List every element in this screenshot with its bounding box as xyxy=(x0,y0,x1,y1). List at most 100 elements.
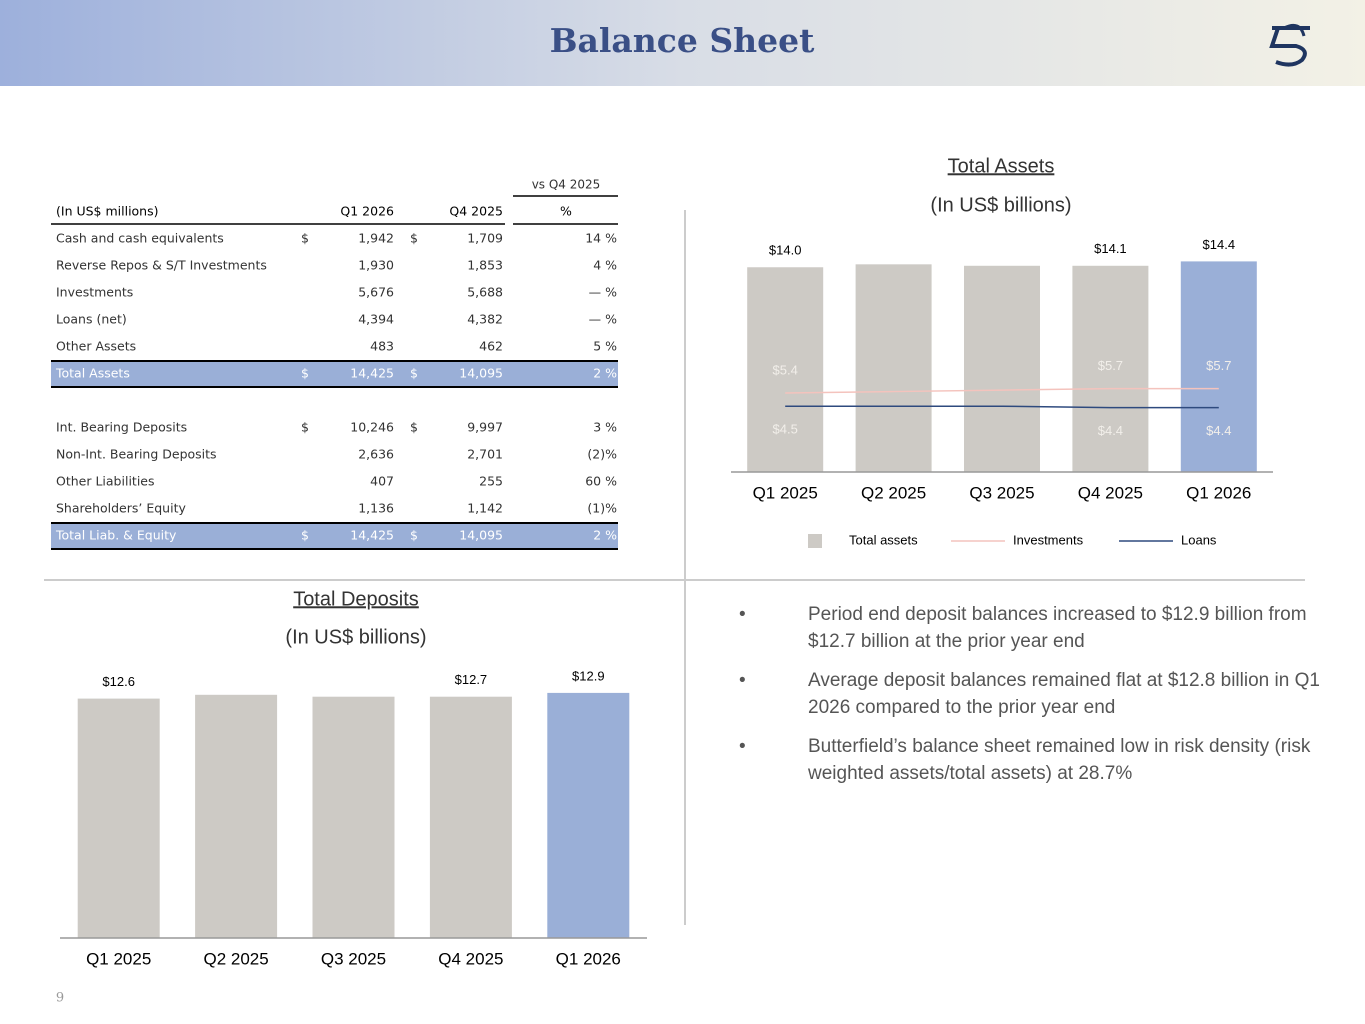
bar xyxy=(429,696,512,938)
data-label: $14.4 xyxy=(1203,237,1236,252)
table-cell: 14,425 xyxy=(350,528,394,543)
table-cell: 9,997 xyxy=(467,420,503,435)
table-cell: Non-Int. Bearing Deposits xyxy=(56,447,217,462)
table-cell: 4,394 xyxy=(358,312,394,327)
table-cell: 407 xyxy=(370,474,394,489)
table-cell: 2,636 xyxy=(358,447,394,462)
column-header: Q4 2025 xyxy=(449,204,503,219)
table-cell: Total Liab. & Equity xyxy=(55,528,177,543)
table-cell: 2 % xyxy=(593,528,617,543)
table-cell: 4,382 xyxy=(467,312,503,327)
table-cell: 1,136 xyxy=(358,501,394,516)
table-cell: 1,709 xyxy=(467,231,503,246)
bullet: Butterfield’s balance sheet remained low… xyxy=(735,733,1328,787)
data-label: $4.4 xyxy=(1206,423,1231,438)
table-cell: 4 % xyxy=(593,258,617,273)
bar xyxy=(547,692,630,938)
table-cell: 2 % xyxy=(593,366,617,381)
data-label: $14.1 xyxy=(1094,241,1127,256)
table-cell: $ xyxy=(301,528,309,543)
table-cell: $ xyxy=(410,420,418,435)
bar xyxy=(747,267,824,472)
page-number: 9 xyxy=(56,991,64,1006)
table-cell: Reverse Repos & S/T Investments xyxy=(56,258,267,273)
table-cell: (2)% xyxy=(587,447,617,462)
total-row-bg xyxy=(51,523,618,549)
legend-label: Total assets xyxy=(849,532,918,547)
x-tick-label: Q2 2025 xyxy=(203,949,268,968)
table-cell: 14,095 xyxy=(459,528,503,543)
table-cell: 1,930 xyxy=(358,258,394,273)
table-cell: $ xyxy=(301,366,309,381)
table-cell: 462 xyxy=(479,339,503,354)
legend-label: Investments xyxy=(1013,532,1084,547)
table-cell: 5,676 xyxy=(358,285,394,300)
bar xyxy=(1072,265,1149,472)
legend-label: Loans xyxy=(1181,532,1217,547)
table-cell: Loans (net) xyxy=(56,312,127,327)
total-row-bg xyxy=(51,361,618,387)
legend-swatch xyxy=(808,534,822,548)
table-cell: $ xyxy=(410,366,418,381)
table-cell: (1)% xyxy=(587,501,617,516)
table-cell: $ xyxy=(410,528,418,543)
table-cell: 10,246 xyxy=(350,420,394,435)
table-cell: 5 % xyxy=(593,339,617,354)
page-title: Balance Sheet xyxy=(550,21,816,60)
table-cell: Cash and cash equivalents xyxy=(56,231,224,246)
column-header: (In US$ millions) xyxy=(56,204,159,219)
bar xyxy=(1180,261,1257,472)
data-label: $12.6 xyxy=(102,674,135,689)
data-label: $12.7 xyxy=(455,672,488,687)
line xyxy=(785,387,1219,394)
table-cell: 255 xyxy=(479,474,503,489)
data-label: $5.7 xyxy=(1206,358,1231,373)
table-cell: $ xyxy=(301,231,309,246)
table-cell: 60 % xyxy=(585,474,617,489)
data-label: $5.7 xyxy=(1098,358,1123,373)
table-cell: — % xyxy=(589,312,617,327)
chart-subtitle: (In US$ billions) xyxy=(285,626,426,648)
x-tick-label: Q1 2026 xyxy=(1186,483,1251,502)
table-cell: 14 % xyxy=(585,231,617,246)
header-band xyxy=(0,0,1365,86)
table-cell: 14,095 xyxy=(459,366,503,381)
bar xyxy=(964,265,1040,472)
table-cell: 1,853 xyxy=(467,258,503,273)
line xyxy=(785,405,1219,409)
data-label: $4.4 xyxy=(1098,423,1123,438)
x-tick-label: Q1 2025 xyxy=(86,949,151,968)
table-cell: $ xyxy=(301,420,309,435)
table-cell: 14,425 xyxy=(350,366,394,381)
table-cell: Other Liabilities xyxy=(56,474,155,489)
table-cell: 1,142 xyxy=(467,501,503,516)
table-cell: — % xyxy=(589,285,617,300)
column-header: Q1 2026 xyxy=(340,204,394,219)
data-label: $4.5 xyxy=(773,422,798,437)
x-tick-label: Q3 2025 xyxy=(321,949,386,968)
data-label: $14.0 xyxy=(769,243,802,258)
data-label: $12.9 xyxy=(572,668,605,683)
column-group-header: vs Q4 2025 xyxy=(532,178,601,192)
x-tick-label: Q4 2025 xyxy=(438,949,503,968)
table-cell: Shareholders’ Equity xyxy=(56,501,186,516)
x-tick-label: Q3 2025 xyxy=(969,483,1034,502)
bullet-list: Period end deposit balances increased to… xyxy=(735,601,1335,799)
table-cell: 2,701 xyxy=(467,447,503,462)
column-header: % xyxy=(560,204,572,219)
x-tick-label: Q4 2025 xyxy=(1078,483,1143,502)
data-label: $5.4 xyxy=(773,362,798,377)
bar xyxy=(855,264,932,472)
bar xyxy=(77,698,160,938)
chart-title: Total Deposits xyxy=(293,588,419,610)
table-cell: Other Assets xyxy=(56,339,136,354)
table-cell: 5,688 xyxy=(467,285,503,300)
table-cell: 1,942 xyxy=(358,231,394,246)
bullet: Period end deposit balances increased to… xyxy=(735,601,1328,655)
table-cell: Int. Bearing Deposits xyxy=(56,420,187,435)
logo xyxy=(1269,23,1310,67)
table-cell: 3 % xyxy=(593,420,617,435)
table-cell: Investments xyxy=(56,285,133,300)
